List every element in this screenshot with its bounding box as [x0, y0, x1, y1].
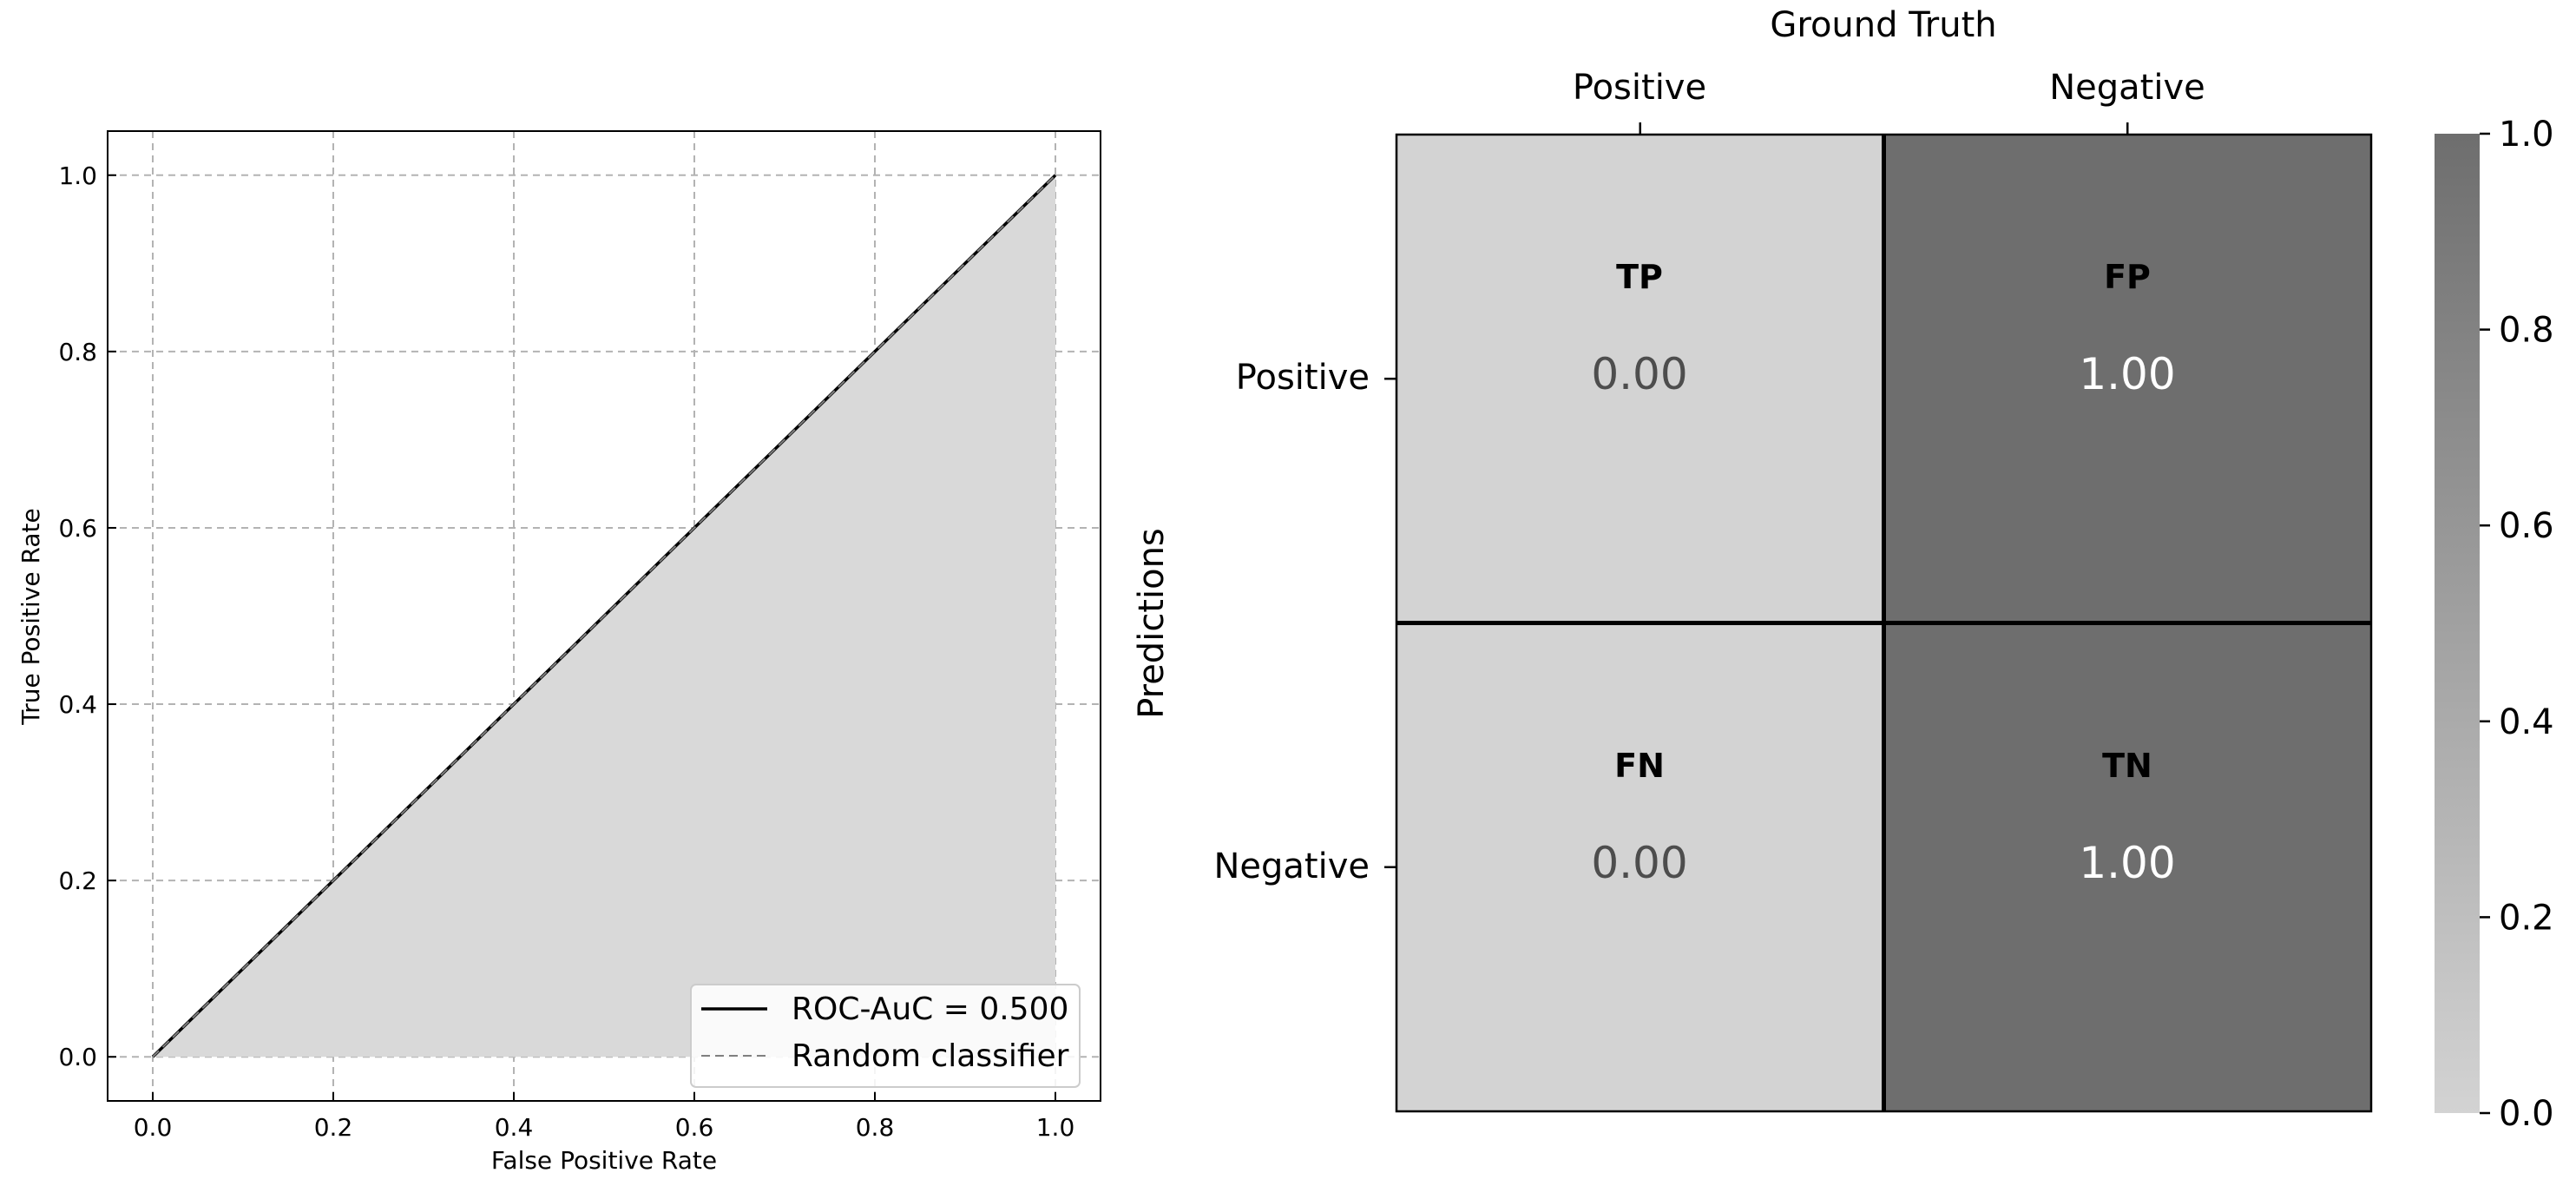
cm-col-label-positive: Positive	[1573, 68, 1706, 108]
roc-y-tick-label: 0.4	[58, 690, 97, 719]
legend-random-label: Random classifier	[792, 1038, 1069, 1074]
roc-y-tick-label: 0.2	[58, 866, 97, 895]
legend-box	[690, 984, 1081, 1088]
cm-gridlines	[1395, 133, 2373, 1113]
confusion-matrix: Ground Truth Predictions Positive Negati…	[1132, 5, 2373, 1113]
roc-x-axis-label: False Positive Rate	[491, 1146, 717, 1175]
colorbar-ticks: 0.0 0.2 0.4 0.6 0.8 1.0	[2480, 115, 2554, 1134]
roc-y-tick-label: 0.8	[58, 338, 97, 366]
cm-cell-fp-label: FP	[2104, 258, 2151, 296]
cm-cell-fn-label: FN	[1614, 747, 1665, 785]
colorbar-tick-label: 1.0	[2499, 115, 2554, 155]
roc-y-tick-label: 0.0	[58, 1043, 97, 1071]
colorbar-tick-label: 0.2	[2499, 898, 2554, 938]
cm-cell-tn	[1883, 623, 2371, 1111]
roc-x-tick-label: 0.8	[856, 1113, 895, 1142]
colorbar-gradient	[2435, 134, 2480, 1113]
cm-cells	[1396, 135, 2371, 1111]
cm-title: Ground Truth	[1770, 5, 1996, 45]
cm-cell-fn	[1396, 623, 1884, 1111]
roc-x-tick-label: 0.4	[495, 1113, 534, 1142]
cm-cell-fp-value: 1.00	[2079, 349, 2175, 399]
roc-chart: 0.0 0.2 0.4 0.6 0.8 1.0 0.0 0.2 0.4 0.6 0.8 1.0 Fa…	[16, 130, 1101, 1175]
roc-legend: ROC-AuC = 0.500 Random classifier	[690, 984, 1081, 1088]
roc-y-axis-label: True Positive Rate	[16, 508, 45, 725]
roc-x-tick-label: 0.2	[314, 1113, 353, 1142]
roc-x-tick-label: 0.6	[675, 1113, 714, 1142]
cm-cell-fn-value: 0.00	[1591, 838, 1687, 888]
cm-cell-tn-label: TN	[2102, 747, 2152, 785]
random-classifier-line	[152, 175, 1056, 1058]
roc-plot-frame	[107, 130, 1101, 1102]
roc-x-tick-label: 1.0	[1036, 1113, 1075, 1142]
colorbar-tick-label: 0.0	[2499, 1094, 2554, 1134]
cm-axis-ticks	[1384, 122, 2129, 868]
colorbar: 0.0 0.2 0.4 0.6 0.8 1.0	[2435, 115, 2554, 1134]
cm-row-label-positive: Positive	[1236, 358, 1370, 398]
cm-cell-tn-value: 1.00	[2079, 838, 2175, 888]
cm-cell-fp	[1883, 135, 2371, 623]
roc-x-ticks: 0.0 0.2 0.4 0.6 0.8 1.0	[134, 1092, 1075, 1142]
legend-roc-label: ROC-AuC = 0.500	[792, 992, 1068, 1027]
cm-row-label-negative: Negative	[1213, 847, 1370, 886]
roc-x-tick-label: 0.0	[134, 1113, 173, 1142]
cm-cell-tp-value: 0.00	[1591, 349, 1687, 399]
colorbar-tick-label: 0.6	[2499, 506, 2554, 546]
colorbar-tick-label: 0.8	[2499, 311, 2554, 351]
cm-cell-tp-label: TP	[1616, 258, 1663, 296]
roc-y-tick-label: 1.0	[58, 161, 97, 190]
cm-cell-tp	[1396, 135, 1884, 623]
cm-y-axis-label: Predictions	[1132, 528, 1172, 719]
roc-y-ticks: 0.0 0.2 0.4 0.6 0.8 1.0	[58, 161, 116, 1071]
cm-col-label-negative: Negative	[2049, 68, 2205, 108]
cm-frame	[1395, 133, 2373, 1113]
colorbar-tick-label: 0.4	[2499, 702, 2554, 742]
roc-y-tick-label: 0.6	[58, 514, 97, 543]
